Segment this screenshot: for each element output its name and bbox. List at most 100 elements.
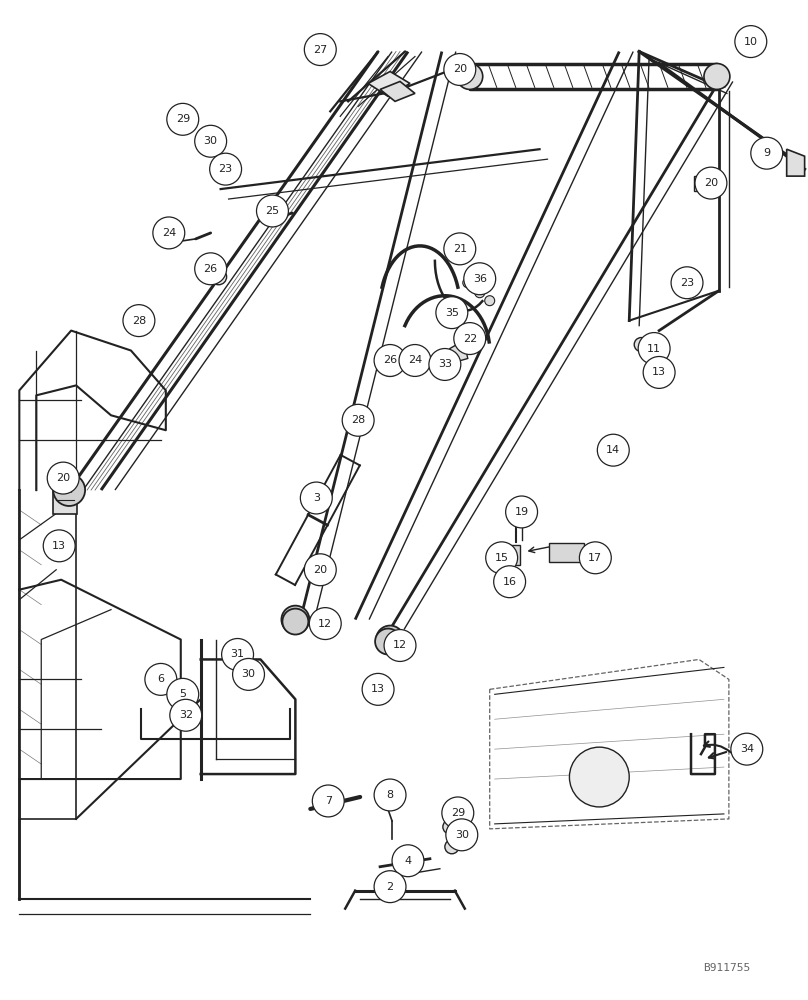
Circle shape	[375, 629, 401, 654]
Text: 13: 13	[371, 684, 385, 694]
Text: C: C	[65, 485, 73, 495]
Circle shape	[309, 608, 341, 640]
Circle shape	[734, 26, 767, 58]
Polygon shape	[53, 488, 77, 514]
Text: 2: 2	[386, 882, 393, 892]
Text: 4: 4	[405, 856, 411, 866]
Text: 29: 29	[451, 808, 465, 818]
Text: 8: 8	[386, 790, 393, 800]
Circle shape	[731, 733, 763, 765]
Circle shape	[446, 819, 478, 851]
Text: 13: 13	[652, 367, 666, 377]
Circle shape	[444, 54, 476, 85]
Text: 21: 21	[452, 244, 467, 254]
Circle shape	[570, 747, 629, 807]
Circle shape	[170, 699, 202, 731]
Text: 9: 9	[764, 148, 770, 158]
Text: 29: 29	[175, 114, 190, 124]
Text: 15: 15	[494, 553, 509, 563]
Text: 26: 26	[383, 355, 397, 365]
Circle shape	[442, 797, 473, 829]
Circle shape	[443, 820, 457, 834]
Circle shape	[579, 542, 612, 574]
Text: 30: 30	[204, 136, 217, 146]
Circle shape	[399, 345, 431, 376]
Circle shape	[494, 566, 525, 598]
Circle shape	[123, 305, 155, 337]
Circle shape	[53, 474, 85, 506]
Circle shape	[429, 349, 461, 380]
Circle shape	[445, 840, 459, 854]
Circle shape	[301, 482, 332, 514]
Polygon shape	[492, 545, 520, 565]
Circle shape	[44, 530, 75, 562]
Text: 28: 28	[351, 415, 365, 425]
Text: 25: 25	[265, 206, 280, 216]
Text: 28: 28	[132, 316, 146, 326]
Text: 11: 11	[647, 344, 661, 354]
Circle shape	[444, 233, 476, 265]
Polygon shape	[380, 81, 415, 101]
Text: 31: 31	[230, 649, 245, 659]
Circle shape	[153, 217, 185, 249]
Circle shape	[704, 64, 730, 89]
Polygon shape	[450, 341, 468, 362]
Circle shape	[376, 626, 404, 653]
Text: 5: 5	[179, 689, 187, 699]
Circle shape	[671, 267, 703, 299]
Circle shape	[392, 845, 424, 877]
Circle shape	[475, 288, 485, 298]
Text: 30: 30	[242, 669, 255, 679]
Circle shape	[457, 64, 482, 89]
Text: 16: 16	[503, 577, 516, 587]
Circle shape	[233, 658, 264, 690]
Circle shape	[597, 434, 629, 466]
Polygon shape	[694, 176, 711, 191]
Circle shape	[55, 476, 83, 504]
Circle shape	[362, 673, 394, 705]
Circle shape	[374, 871, 406, 903]
Text: 35: 35	[445, 308, 459, 318]
Text: 3: 3	[313, 493, 320, 503]
Circle shape	[643, 356, 675, 388]
Text: 34: 34	[740, 744, 754, 754]
Text: B911755: B911755	[703, 963, 751, 973]
Circle shape	[221, 639, 254, 670]
Circle shape	[384, 630, 416, 661]
Circle shape	[695, 167, 727, 199]
Text: 19: 19	[515, 507, 528, 517]
Text: 32: 32	[179, 710, 193, 720]
Circle shape	[436, 297, 468, 329]
Circle shape	[305, 34, 336, 65]
Circle shape	[281, 606, 309, 634]
Circle shape	[305, 554, 336, 586]
Circle shape	[464, 263, 495, 295]
Circle shape	[486, 542, 518, 574]
Text: 23: 23	[218, 164, 233, 174]
Text: 30: 30	[455, 830, 469, 840]
Text: 20: 20	[452, 64, 467, 74]
Text: 23: 23	[680, 278, 694, 288]
Text: 6: 6	[158, 674, 164, 684]
Circle shape	[638, 333, 670, 364]
Text: 24: 24	[408, 355, 422, 365]
Polygon shape	[787, 149, 805, 176]
Circle shape	[485, 296, 494, 306]
Text: 20: 20	[704, 178, 718, 188]
Circle shape	[145, 663, 177, 695]
Circle shape	[751, 137, 783, 169]
Circle shape	[463, 278, 473, 288]
Circle shape	[47, 462, 79, 494]
Text: 14: 14	[606, 445, 621, 455]
Circle shape	[211, 269, 226, 285]
Circle shape	[283, 609, 309, 635]
Text: 26: 26	[204, 264, 217, 274]
Text: 12: 12	[393, 640, 407, 650]
Circle shape	[454, 323, 486, 355]
Circle shape	[343, 404, 374, 436]
Circle shape	[166, 678, 199, 710]
Circle shape	[382, 360, 398, 376]
Circle shape	[209, 153, 242, 185]
Text: 24: 24	[162, 228, 176, 238]
Circle shape	[313, 785, 344, 817]
